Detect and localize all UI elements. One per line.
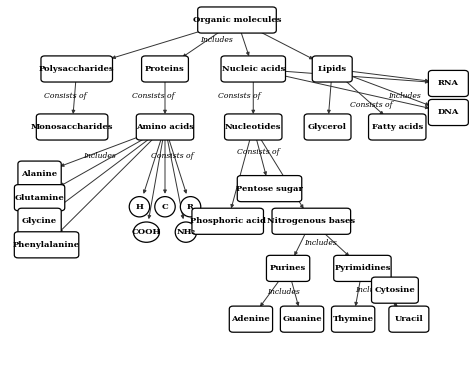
- Text: DNA: DNA: [438, 108, 459, 117]
- Text: Includes: Includes: [388, 92, 420, 100]
- Text: Glycerol: Glycerol: [308, 123, 347, 131]
- Text: Includes: Includes: [356, 286, 388, 294]
- Text: Thymine: Thymine: [333, 315, 374, 323]
- FancyBboxPatch shape: [372, 277, 419, 303]
- Text: Pentose sugar: Pentose sugar: [236, 185, 303, 193]
- Text: Lipids: Lipids: [318, 65, 347, 73]
- Text: Glycine: Glycine: [22, 217, 57, 225]
- Text: Proteins: Proteins: [145, 65, 185, 73]
- Text: Pyrimidines: Pyrimidines: [334, 265, 391, 272]
- Text: Consists of: Consists of: [218, 92, 261, 100]
- FancyBboxPatch shape: [312, 56, 352, 82]
- Text: Consists of: Consists of: [237, 148, 279, 157]
- Text: Adenine: Adenine: [232, 315, 270, 323]
- Text: NH₂: NH₂: [176, 228, 195, 236]
- Text: Consists of: Consists of: [151, 152, 193, 160]
- Text: Amino acids: Amino acids: [136, 123, 194, 131]
- FancyBboxPatch shape: [137, 114, 194, 140]
- Text: R: R: [187, 203, 194, 211]
- FancyBboxPatch shape: [18, 161, 61, 187]
- FancyBboxPatch shape: [428, 100, 468, 125]
- Text: Monosaccharides: Monosaccharides: [31, 123, 113, 131]
- FancyBboxPatch shape: [428, 70, 468, 97]
- FancyBboxPatch shape: [266, 255, 310, 282]
- FancyBboxPatch shape: [237, 176, 302, 202]
- FancyBboxPatch shape: [41, 56, 112, 82]
- Text: Includes: Includes: [304, 239, 337, 247]
- Text: C: C: [162, 203, 168, 211]
- FancyBboxPatch shape: [18, 208, 61, 234]
- Text: RNA: RNA: [438, 80, 459, 87]
- Text: Includes: Includes: [83, 152, 116, 160]
- Text: Consists of: Consists of: [44, 92, 86, 100]
- FancyBboxPatch shape: [14, 232, 79, 258]
- Text: Consists of: Consists of: [132, 92, 174, 100]
- Ellipse shape: [155, 196, 175, 217]
- Text: Alanine: Alanine: [21, 170, 58, 178]
- FancyBboxPatch shape: [198, 7, 276, 33]
- FancyBboxPatch shape: [142, 56, 188, 82]
- Text: Polysaccharides: Polysaccharides: [39, 65, 115, 73]
- Text: Phenylalanine: Phenylalanine: [13, 241, 80, 249]
- FancyBboxPatch shape: [14, 185, 65, 211]
- Ellipse shape: [180, 196, 201, 217]
- FancyBboxPatch shape: [334, 255, 391, 282]
- Text: Nucleotides: Nucleotides: [225, 123, 282, 131]
- FancyBboxPatch shape: [331, 306, 375, 332]
- Ellipse shape: [133, 222, 159, 242]
- Text: Guanine: Guanine: [282, 315, 322, 323]
- FancyBboxPatch shape: [225, 114, 282, 140]
- FancyBboxPatch shape: [192, 208, 264, 234]
- Text: Glutamine: Glutamine: [15, 194, 64, 202]
- Text: Fatty acids: Fatty acids: [372, 123, 423, 131]
- Text: Organic molecules: Organic molecules: [193, 16, 281, 24]
- Text: Purines: Purines: [270, 265, 306, 272]
- FancyBboxPatch shape: [36, 114, 108, 140]
- Text: Nitrogenous bases: Nitrogenous bases: [267, 217, 356, 225]
- FancyBboxPatch shape: [389, 306, 429, 332]
- Text: Cytosine: Cytosine: [374, 286, 415, 294]
- FancyBboxPatch shape: [221, 56, 285, 82]
- FancyBboxPatch shape: [281, 306, 324, 332]
- FancyBboxPatch shape: [272, 208, 351, 234]
- Text: Phosphoric acid: Phosphoric acid: [190, 217, 266, 225]
- Text: Consists of: Consists of: [350, 101, 393, 109]
- Text: H: H: [136, 203, 144, 211]
- Text: COOH: COOH: [132, 228, 161, 236]
- Text: Nucleic acids: Nucleic acids: [221, 65, 285, 73]
- Text: Includes: Includes: [200, 36, 232, 44]
- Ellipse shape: [129, 196, 150, 217]
- FancyBboxPatch shape: [304, 114, 351, 140]
- Text: Uracil: Uracil: [394, 315, 423, 323]
- Text: Includes: Includes: [267, 288, 300, 296]
- FancyBboxPatch shape: [369, 114, 426, 140]
- FancyBboxPatch shape: [229, 306, 273, 332]
- Ellipse shape: [175, 222, 197, 242]
